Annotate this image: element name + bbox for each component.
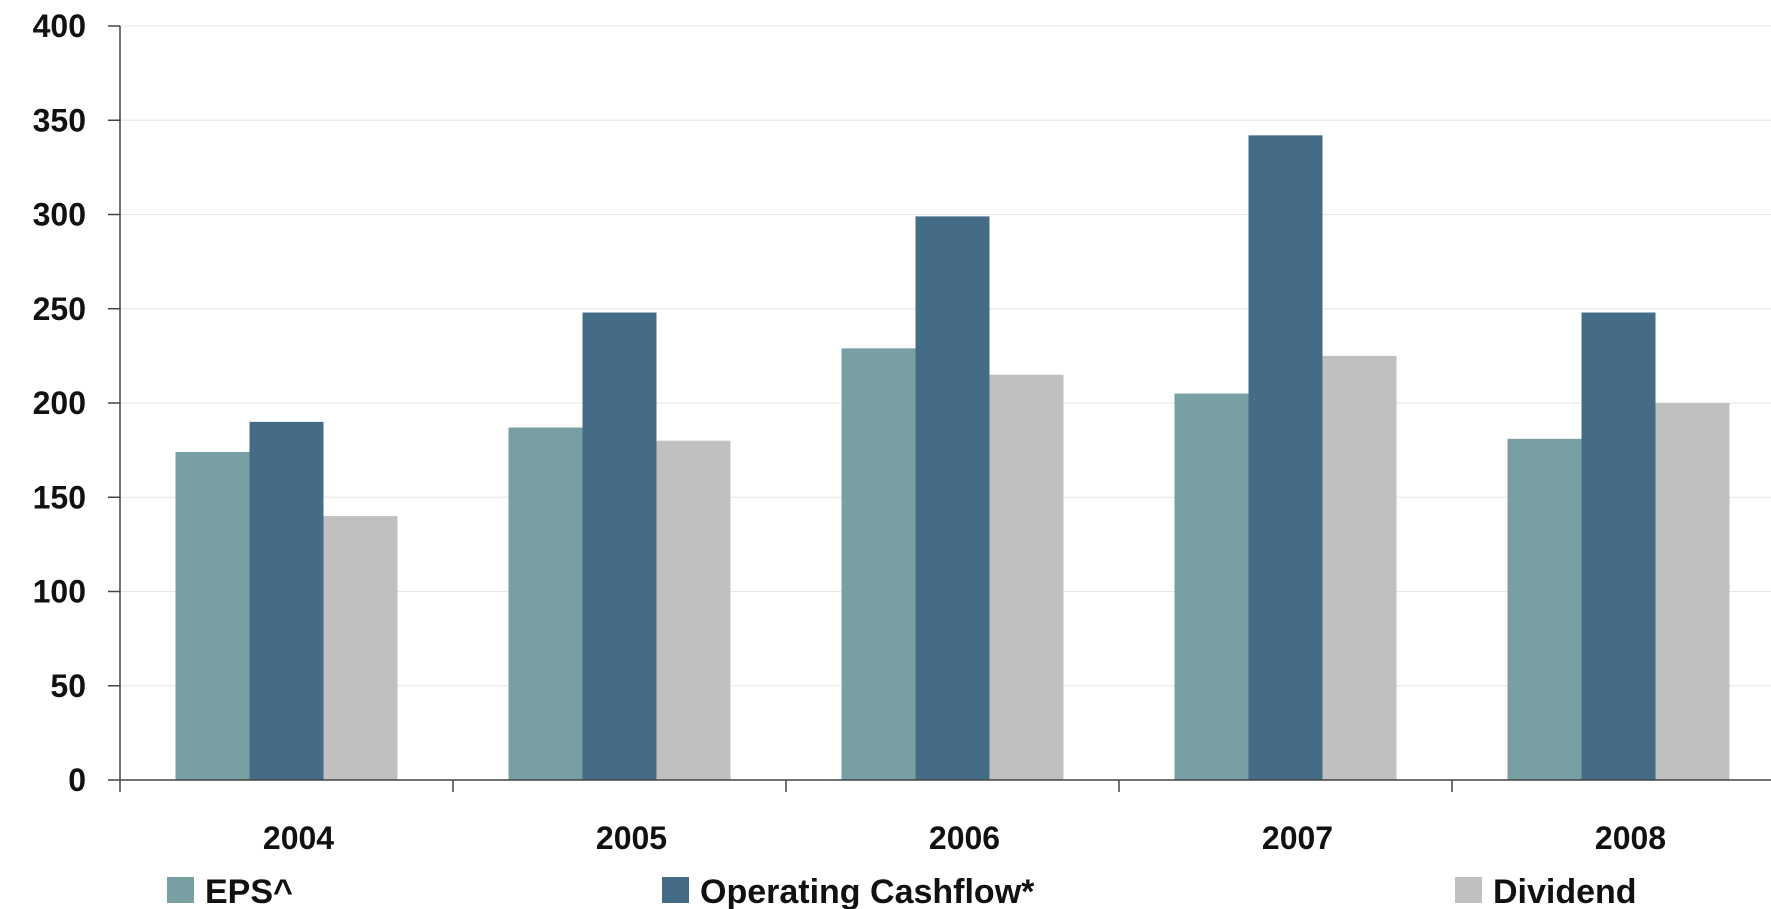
y-tick-label: 200: [33, 385, 86, 421]
x-tick-label: 2007: [1262, 820, 1333, 856]
bar-operating-cashflow-2005: [582, 312, 657, 780]
legend-label: Dividend: [1493, 873, 1637, 909]
x-axis-ticks: 2004 2005 2006 2007 2008: [119, 780, 1666, 856]
bar-operating-cashflow-2004: [249, 421, 324, 780]
y-tick-label: 0: [68, 762, 86, 798]
legend-swatch: [662, 877, 689, 903]
y-tick-label: 100: [33, 574, 86, 610]
legend-swatch: [167, 877, 194, 903]
x-tick-label: 2006: [929, 820, 1000, 856]
y-tick-label: 150: [33, 479, 86, 515]
bar-eps-2004: [175, 452, 250, 780]
bar-eps-2007: [1174, 393, 1249, 780]
y-tick-label: 350: [33, 102, 86, 138]
legend: EPS^ Operating Cashflow* Dividend: [167, 873, 1637, 909]
bar-dividend-2008: [1655, 403, 1730, 780]
y-tick-label: 250: [33, 291, 86, 327]
x-tick-label: 2004: [263, 820, 334, 856]
bar-dividend-2006: [989, 374, 1064, 780]
legend-swatch: [1455, 877, 1482, 903]
y-tick-label: 400: [33, 8, 86, 44]
bar-eps-2008: [1507, 438, 1582, 780]
y-tick-label: 300: [33, 197, 86, 233]
bar-dividend-2004: [323, 516, 398, 780]
y-tick-label: 50: [50, 668, 86, 704]
bar-operating-cashflow-2007: [1248, 135, 1323, 780]
bar-dividend-2007: [1322, 355, 1397, 780]
bar-operating-cashflow-2008: [1581, 312, 1656, 780]
legend-label: Operating Cashflow*: [700, 873, 1035, 909]
x-tick-label: 2008: [1595, 820, 1666, 856]
bars: [175, 135, 1730, 780]
y-axis-ticks: 0 50 100 150 200 250 300 350 400: [33, 8, 120, 798]
bar-eps-2006: [841, 348, 916, 780]
x-tick-label: 2005: [596, 820, 667, 856]
bar-eps-2005: [508, 427, 583, 780]
bar-dividend-2005: [656, 440, 731, 780]
legend-label: EPS^: [205, 873, 293, 909]
bar-operating-cashflow-2006: [915, 216, 990, 780]
